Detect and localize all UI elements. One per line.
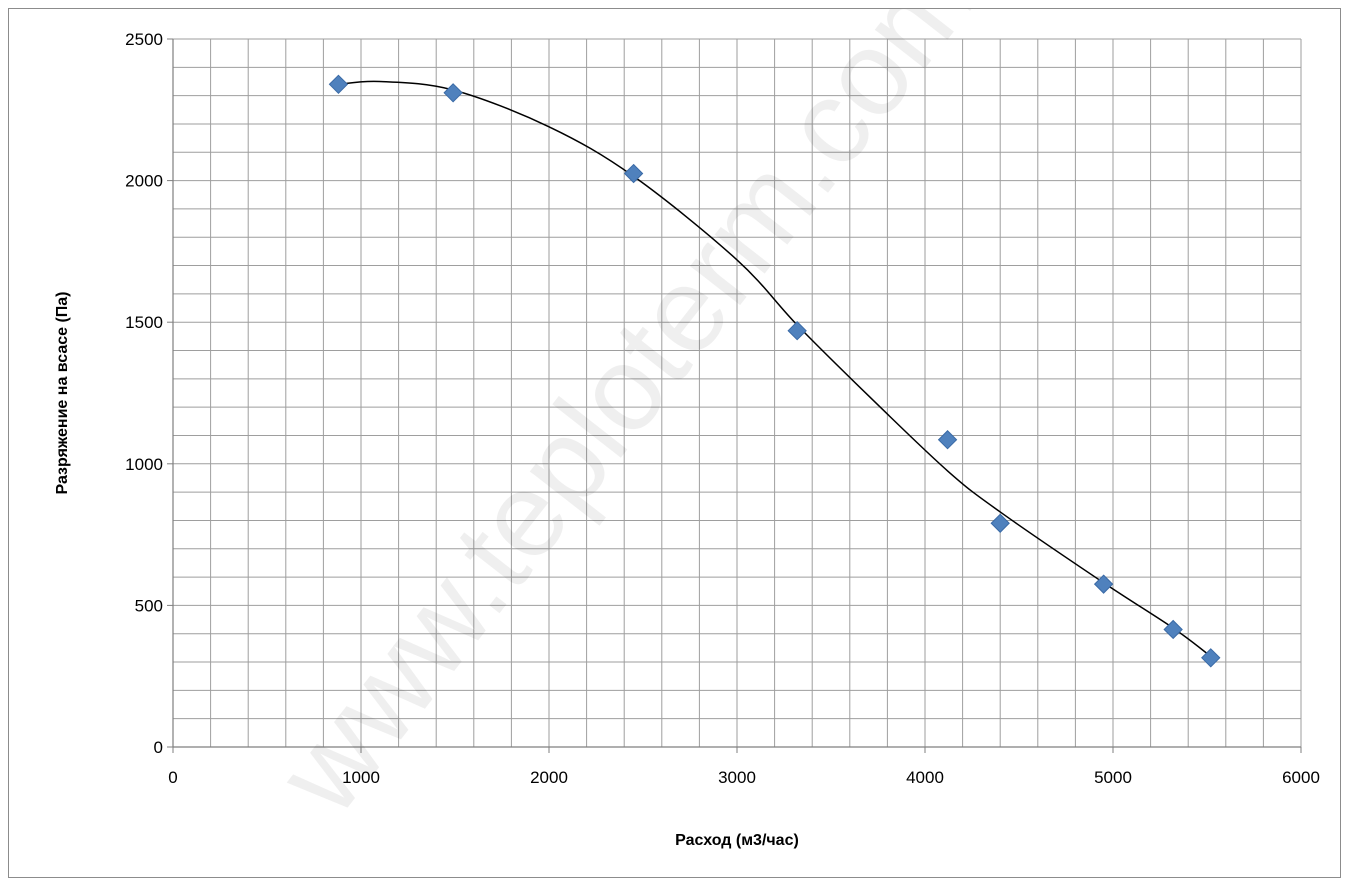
- x-tick-label: 2000: [530, 768, 568, 787]
- x-tick-label: 0: [168, 768, 177, 787]
- y-tick-label: 2000: [125, 172, 163, 191]
- data-points: [328, 74, 1221, 668]
- data-point: [937, 430, 958, 450]
- data-point: [1163, 619, 1183, 640]
- y-tick-label: 1000: [125, 455, 163, 474]
- axes: [167, 38, 1302, 753]
- y-tick-label: 500: [135, 596, 163, 615]
- y-tick-label: 1500: [125, 313, 163, 332]
- chart-svg: 0 1000 2000 3000 4000 5000 6000 0 500 1000 1500 200…: [54, 9, 1320, 849]
- watermark-text: www.teploterm.com: [251, 9, 1002, 838]
- data-point: [443, 83, 463, 103]
- grid: [173, 38, 1302, 747]
- data-point: [1093, 574, 1114, 594]
- x-axis-title: Расход (м3/час): [675, 832, 799, 849]
- data-point: [1201, 648, 1221, 668]
- x-tick-label: 4000: [906, 768, 944, 787]
- data-point: [787, 320, 807, 341]
- data-point: [328, 74, 349, 95]
- x-tick-label: 3000: [718, 768, 756, 787]
- tick-labels: 0 1000 2000 3000 4000 5000 6000 0 500 1000 1500 200…: [125, 30, 1320, 787]
- chart-frame: 0 1000 2000 3000 4000 5000 6000 0 500 1000 1500 200…: [8, 8, 1341, 878]
- y-tick-label: 2500: [125, 30, 163, 49]
- y-tick-label: 0: [154, 738, 163, 757]
- data-point: [623, 163, 644, 184]
- x-tick-label: 6000: [1282, 768, 1320, 787]
- x-tick-label: 1000: [342, 768, 380, 787]
- x-tick-label: 5000: [1094, 768, 1132, 787]
- y-axis-title: Разряжение на всасе (Па): [54, 291, 71, 494]
- data-point: [990, 513, 1010, 533]
